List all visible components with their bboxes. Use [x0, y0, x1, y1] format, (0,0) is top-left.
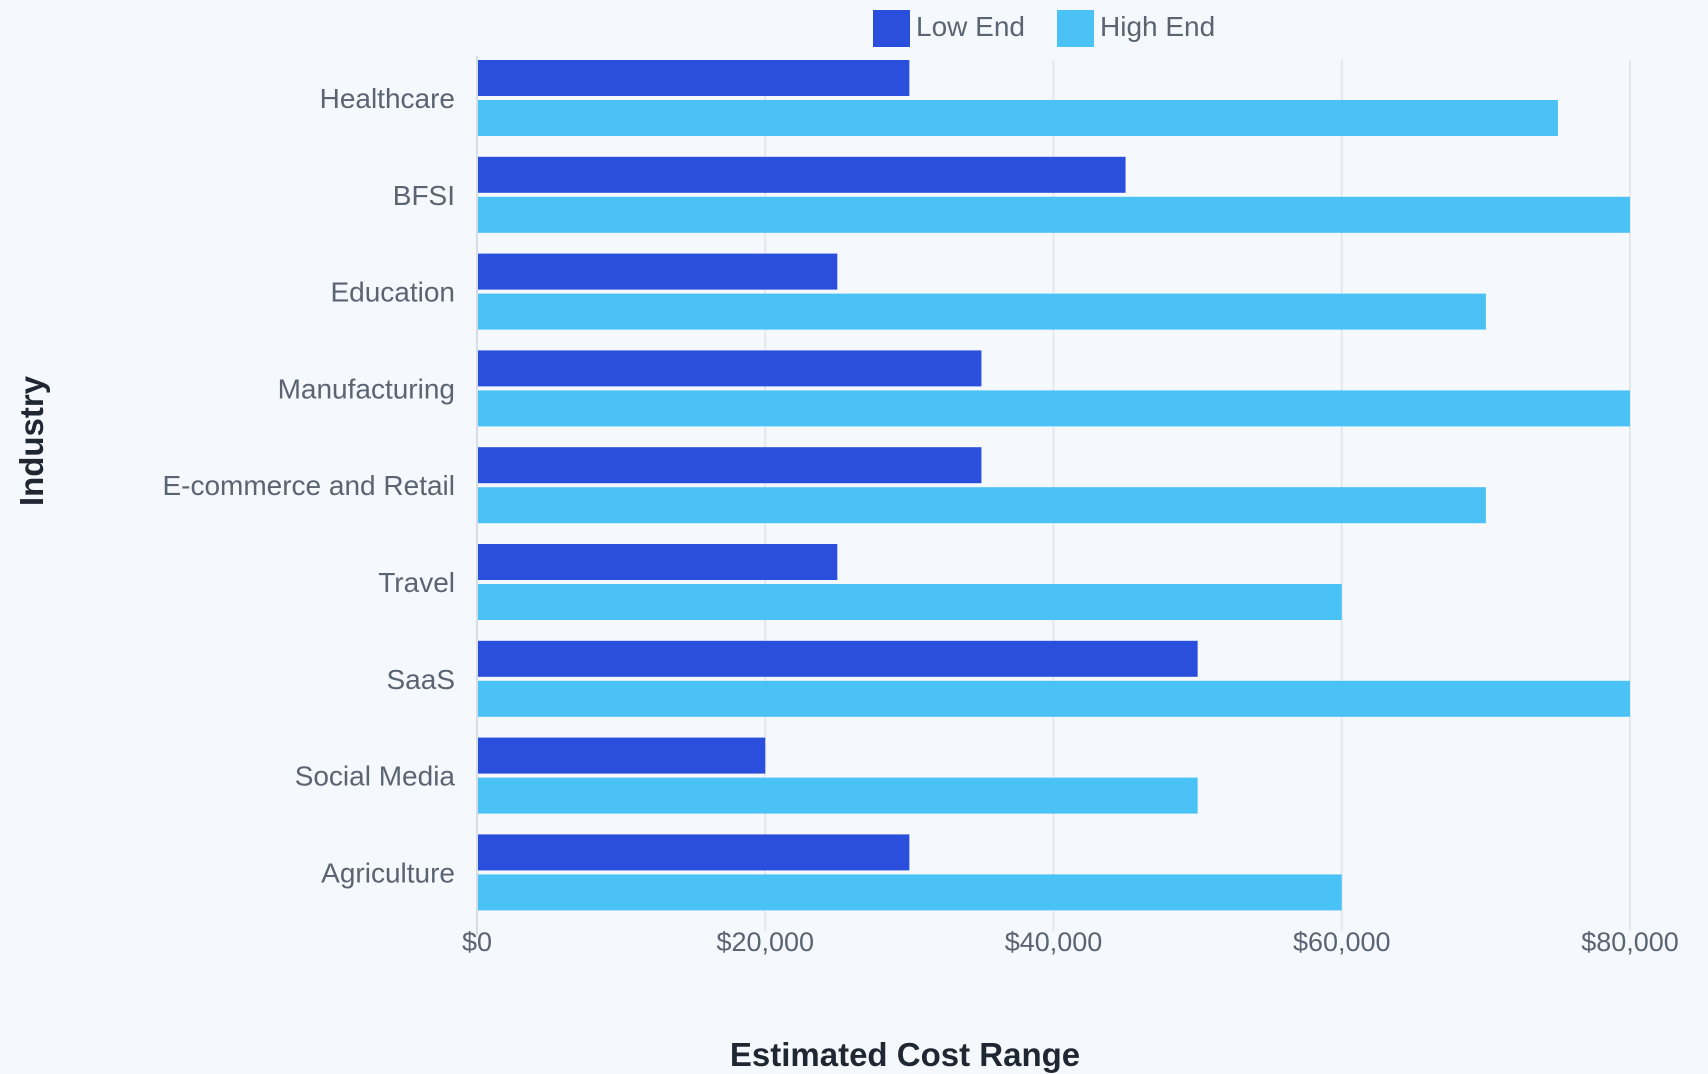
legend: Low End High End: [873, 10, 1215, 47]
bar-high-end: [477, 100, 1558, 136]
bar-low-end: [477, 544, 838, 580]
x-tick-label: $20,000: [716, 927, 814, 957]
y-tick-label: Social Media: [295, 761, 456, 792]
bar-high-end: [477, 777, 1198, 814]
x-tick-label: $60,000: [1293, 927, 1391, 957]
category-labels: Healthcare BFSI Education Manufacturing E-co…: [162, 83, 455, 888]
bar-high-end: [477, 196, 1630, 233]
x-axis-title: Estimated Cost Range: [730, 1036, 1080, 1073]
bar-low-end: [477, 447, 982, 484]
bars: [477, 60, 1630, 911]
y-axis-title: Industry: [13, 375, 50, 506]
legend-item: Low End: [873, 10, 1025, 47]
bar-low-end: [477, 737, 766, 774]
y-tick-label: Manufacturing: [278, 373, 455, 404]
bar-low-end: [477, 640, 1198, 677]
bar-high-end: [477, 874, 1342, 911]
legend-item: High End: [1057, 10, 1215, 47]
bar-high-end: [477, 390, 1630, 427]
y-tick-label: Education: [330, 277, 455, 308]
bar-high-end: [477, 584, 1342, 620]
x-tick-label: $0: [462, 927, 492, 957]
x-tick-label: $40,000: [1005, 927, 1103, 957]
bar-low-end: [477, 60, 910, 96]
legend-label: Low End: [916, 11, 1025, 42]
x-tick-label: $80,000: [1581, 927, 1679, 957]
y-tick-label: Healthcare: [320, 83, 455, 114]
bar-low-end: [477, 253, 838, 290]
y-tick-label: SaaS: [387, 664, 456, 695]
legend-swatch: [1057, 10, 1094, 47]
bar-high-end: [477, 487, 1486, 524]
bar-high-end: [477, 680, 1630, 717]
legend-swatch: [873, 10, 910, 47]
y-tick-label: Travel: [378, 567, 455, 598]
bar-low-end: [477, 350, 982, 387]
bar-low-end: [477, 156, 1126, 193]
bar-high-end: [477, 293, 1486, 330]
y-tick-label: Agriculture: [321, 857, 455, 888]
y-tick-label: E-commerce and Retail: [162, 470, 455, 501]
bar-low-end: [477, 834, 910, 871]
y-tick-label: BFSI: [393, 180, 455, 211]
x-tick-labels: $0 $20,000 $40,000 $60,000 $80,000: [462, 927, 1679, 957]
legend-label: High End: [1100, 11, 1215, 42]
